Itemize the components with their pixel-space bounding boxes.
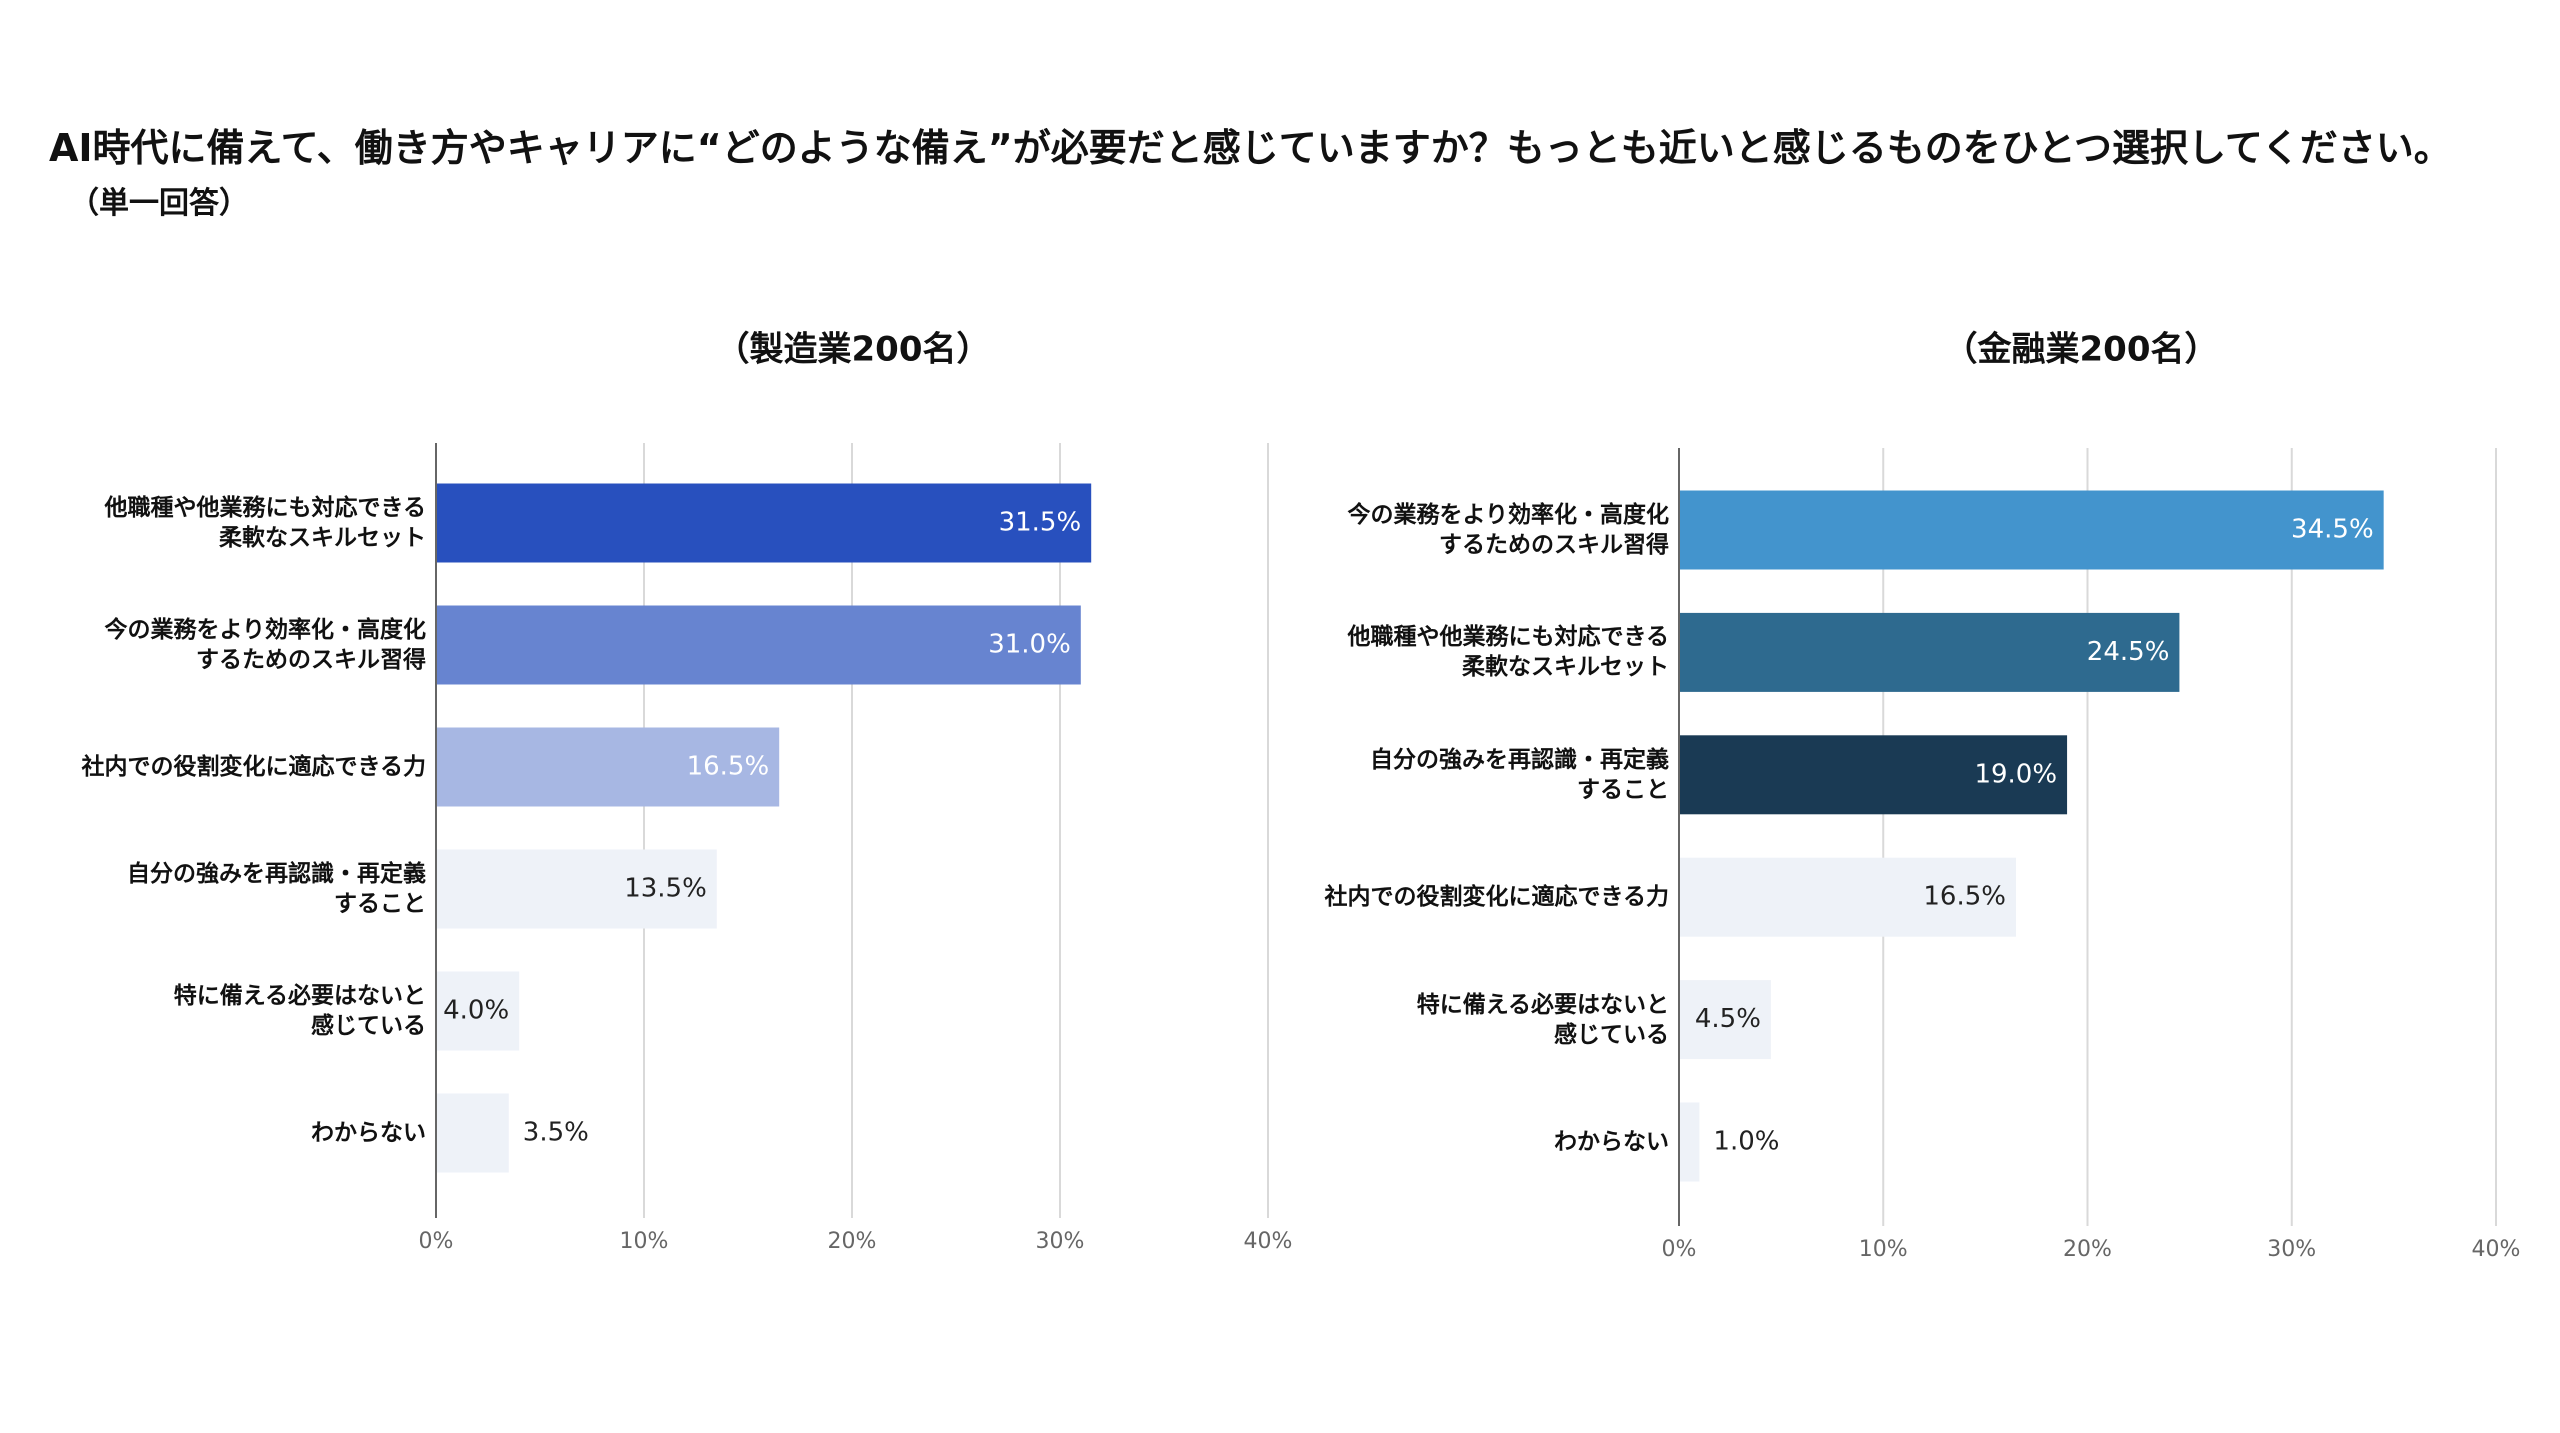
value-label: 31.0% (988, 630, 1071, 660)
bar (1679, 490, 2384, 570)
value-label: 19.0% (1974, 759, 2057, 789)
value-label: 16.5% (1923, 882, 2006, 912)
value-label: 1.0% (1713, 1127, 1779, 1157)
chart-title: （製造業200名） (716, 330, 991, 370)
x-tick-label: 20% (2063, 1237, 2112, 1262)
value-label: 4.5% (1695, 1004, 1761, 1034)
category-label: わからない (1554, 1129, 1669, 1155)
category-label: 今の業務をより効率化・高度化 するためのスキル習得 (1347, 502, 1669, 558)
category-label: 他職種や他業務にも対応できる 柔軟なスキルセット (104, 495, 426, 551)
x-tick-label: 0% (1662, 1237, 1697, 1262)
value-label: 24.5% (2087, 637, 2170, 667)
value-label: 13.5% (624, 874, 707, 904)
bar (436, 971, 520, 1051)
bar (436, 483, 1092, 563)
value-label: 31.5% (999, 508, 1082, 538)
x-tick-label: 30% (2267, 1237, 2316, 1262)
value-label: 34.5% (2291, 515, 2374, 545)
x-tick-label: 40% (1244, 1229, 1293, 1254)
x-tick-label: 10% (620, 1229, 669, 1254)
value-label: 4.0% (443, 996, 509, 1026)
bar (1679, 980, 1771, 1060)
category-label: わからない (311, 1120, 426, 1146)
x-tick-label: 10% (1859, 1237, 1908, 1262)
category-label: 特に備える必要はないと 感じている (173, 983, 426, 1039)
answer-note: （単一回答） (69, 186, 249, 221)
bar (1679, 735, 2068, 815)
value-label: 3.5% (523, 1118, 589, 1148)
page-title: AI時代に備えて、働き方やキャリアに“どのような備え”が必要だと感じていますか？… (49, 122, 2509, 230)
category-label: 他職種や他業務にも対応できる 柔軟なスキルセット (1347, 624, 1669, 681)
bar (436, 605, 1081, 685)
category-label: 自分の強みを再認識・再定義 すること (127, 861, 426, 917)
x-tick-label: 0% (419, 1229, 454, 1254)
x-tick-label: 30% (1036, 1229, 1085, 1254)
category-label: 特に備える必要はないと 感じている (1416, 991, 1669, 1048)
chart-title: （金融業200名） (1944, 330, 2219, 370)
category-label: 社内での役割変化に適応できる力 (81, 754, 426, 780)
bar (1679, 1102, 1700, 1182)
bar (1679, 857, 2017, 937)
bar (436, 849, 717, 929)
question: AI時代に備えて、働き方やキャリアに“どのような備え”が必要だと感じていますか？… (49, 126, 2452, 170)
bar (1679, 612, 2180, 692)
x-tick-label: 20% (828, 1229, 877, 1254)
bar (436, 727, 780, 807)
value-label: 16.5% (687, 752, 770, 782)
category-label: 自分の強みを再認識・再定義 すること (1370, 746, 1669, 803)
x-tick-label: 40% (2472, 1237, 2521, 1262)
category-label: 社内での役割変化に適応できる力 (1324, 884, 1669, 911)
bar (436, 1093, 509, 1173)
category-label: 今の業務をより効率化・高度化 するためのスキル習得 (104, 617, 426, 673)
